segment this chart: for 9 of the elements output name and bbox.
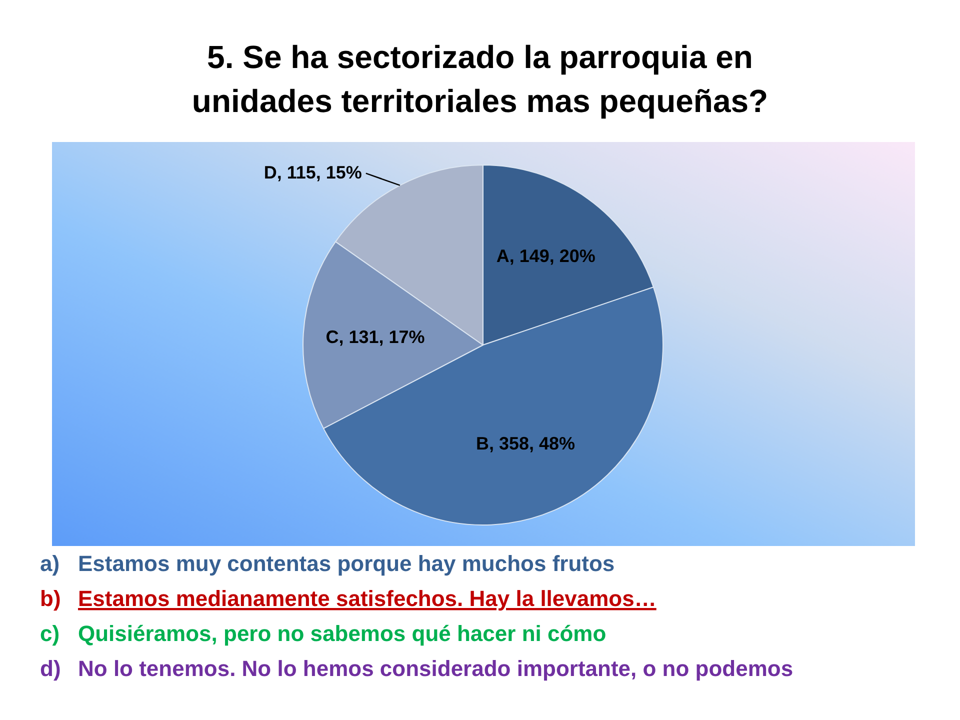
- text: d) No lo tenemos. No lo hemos considerado importante, o no podemos: [40, 656, 794, 681]
- data-label: C, 131, 17%: [326, 326, 425, 347]
- text: c) Quisiéramos, pero no sabemos qué hacer ni cómo: [40, 621, 606, 646]
- chart-title: 5. Se ha sectorizado la parroquia en unidades territoriales mas pequeñas?: [192, 39, 768, 119]
- data-label: B, 358, 48%: [476, 433, 576, 454]
- text: b) Estamos medianamente satisfechos. Hay la llevamos…: [40, 586, 656, 611]
- text: a) Estamos muy contentas porque hay muchos frutos: [40, 551, 615, 576]
- data-label: A, 149, 20%: [496, 246, 596, 266]
- data-label: D, 115, 15%: [264, 162, 362, 182]
